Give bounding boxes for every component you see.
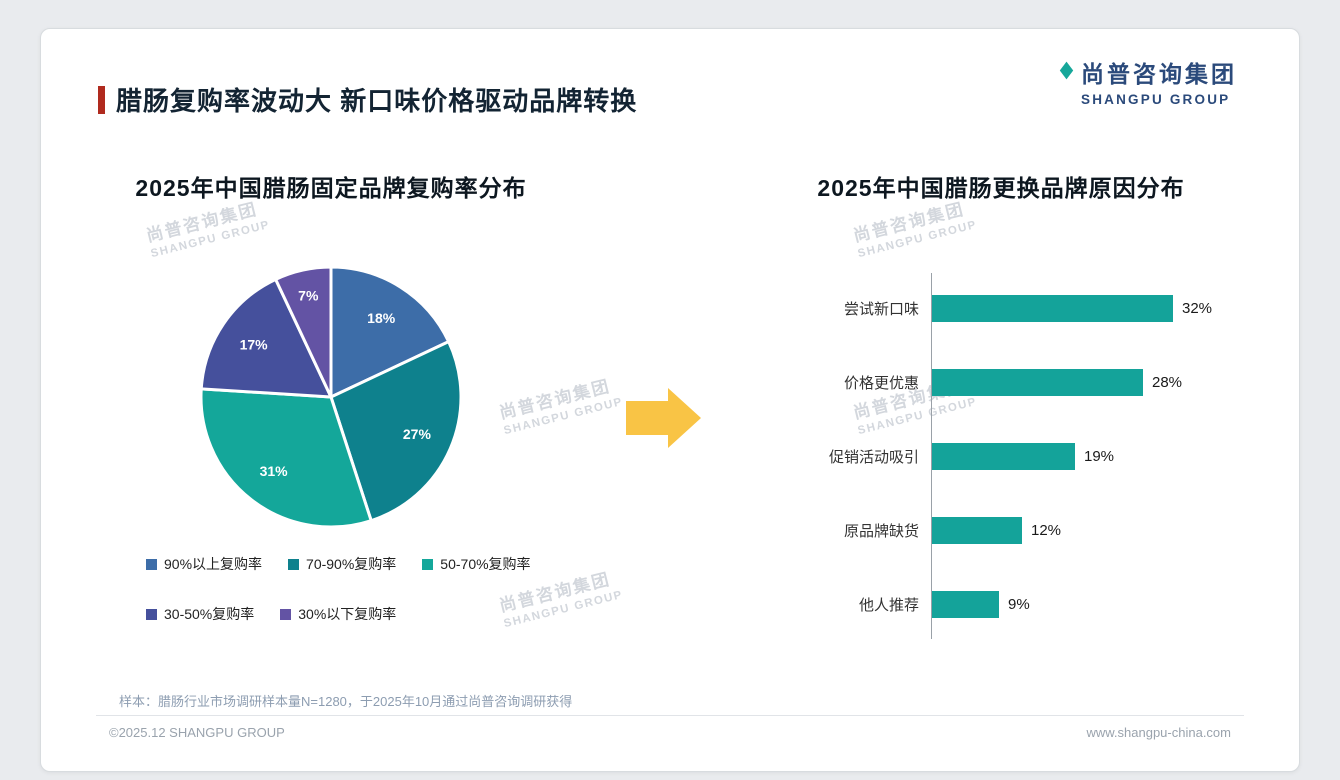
legend-label: 70-90%复购率	[306, 556, 397, 572]
legend-item: 50-70%复购率	[422, 554, 531, 574]
legend-item: 90%以上复购率	[146, 554, 262, 574]
footer: ©2025.12 SHANGPU GROUP www.shangpu-china…	[109, 725, 1231, 740]
bar-category-label: 尝试新口味	[843, 300, 919, 318]
pie-slice-4	[274, 265, 333, 399]
bar	[931, 590, 999, 618]
pie-chart: 18% 27% 31% 17% 7%	[199, 265, 463, 529]
bar-row: 他人推荐 9%	[771, 567, 1231, 641]
legend-label: 50-70%复购率	[440, 556, 531, 572]
legend-swatch	[146, 558, 157, 570]
pie-value-label: 27%	[403, 426, 432, 442]
bar	[931, 442, 1075, 470]
slide-card: 尚普咨询集团 SHANGPU GROUP 尚普咨询集团 SHANGPU GROU…	[40, 28, 1300, 772]
legend-swatch	[280, 608, 292, 620]
legend-item: 70-90%复购率	[288, 554, 396, 574]
legend-item: 30-50%复购率	[146, 604, 254, 624]
bar-category-label: 价格更优惠	[843, 374, 919, 392]
bar-axis-line	[931, 273, 932, 639]
title-accent-bar	[98, 85, 105, 114]
legend-label: 90%以上复购率	[164, 556, 263, 572]
bar-value-label: 28%	[1152, 373, 1183, 391]
bar-value-label: 32%	[1182, 299, 1213, 317]
bar-value-label: 9%	[1008, 595, 1030, 613]
copyright: ©2025.12 SHANGPU GROUP	[109, 725, 285, 740]
pie-value-label: 7%	[298, 288, 319, 304]
header: 腊肠复购率波动大 新口味价格驱动品牌转换	[98, 81, 637, 118]
bar-rows: 尝试新口味 32% 价格更优惠 28% 促销活动吸引 19% 原品牌缺货 12% 他人推荐 9%	[771, 271, 1231, 641]
legend-swatch	[288, 558, 300, 570]
bar	[931, 294, 1173, 322]
bar-row: 促销活动吸引 19%	[771, 419, 1231, 493]
legend-swatch	[422, 558, 434, 570]
bar-value-label: 12%	[1031, 521, 1062, 539]
pie-slice-2	[199, 387, 373, 529]
legend-item: 30%以下复购率	[280, 604, 396, 624]
pie-legend: 90%以上复购率 70-90%复购率 50-70%复购率 30-50%复购率 30%以下…	[146, 555, 566, 623]
bar-chart-title: 2025年中国腊肠更换品牌原因分布	[817, 175, 1185, 201]
page-title: 腊肠复购率波动大 新口味价格驱动品牌转换	[116, 86, 638, 116]
bar	[931, 368, 1143, 396]
bar-track: 32%	[931, 294, 1231, 322]
bar-track: 28%	[931, 368, 1231, 396]
pie-chart-title: 2025年中国腊肠固定品牌复购率分布	[135, 175, 527, 201]
sample-note: 样本：腊肠行业市场调研样本量N=1280，于2025年10月通过尚普咨询调研获得	[119, 694, 573, 709]
bar-row: 价格更优惠 28%	[771, 345, 1231, 419]
pie-value-label: 31%	[260, 463, 289, 479]
company-logo: 尚普咨询集团 SHANGPU GROUP	[1059, 55, 1237, 107]
legend-label: 30%以下复购率	[298, 606, 397, 622]
bar-category-label: 他人推荐	[858, 596, 919, 614]
logo-icon	[1059, 61, 1074, 79]
bar-row: 原品牌缺货 12%	[771, 493, 1231, 567]
pie-slice-0	[329, 265, 451, 399]
pie-value-label: 17%	[240, 336, 269, 352]
transition-arrow-icon	[626, 388, 701, 448]
bar	[931, 516, 1022, 544]
bar-track: 19%	[931, 442, 1231, 470]
logo-text-cn: 尚普咨询集团	[1081, 61, 1237, 87]
legend-label: 30-50%复购率	[164, 606, 255, 622]
arrow-shape	[626, 388, 701, 448]
bar-track: 9%	[931, 590, 1231, 618]
logo-text-en: SHANGPU GROUP	[1081, 92, 1231, 107]
bar-category-label: 原品牌缺货	[843, 522, 919, 540]
bar-row: 尝试新口味 32%	[771, 271, 1231, 345]
bar-track: 12%	[931, 516, 1231, 544]
legend-row: 30-50%复购率 30%以下复购率	[146, 605, 566, 623]
legend-row: 90%以上复购率 70-90%复购率 50-70%复购率	[146, 555, 566, 573]
bar-category-label: 促销活动吸引	[828, 448, 919, 466]
legend-swatch	[146, 608, 157, 620]
pie-value-label: 18%	[367, 310, 396, 326]
bar-value-label: 19%	[1084, 447, 1115, 465]
pie-chart-section: 2025年中国腊肠固定品牌复购率分布 18% 27% 31% 17% 7% 90%以上复…	[96, 169, 566, 655]
footer-divider	[96, 715, 1244, 716]
pie-slice-3	[199, 277, 333, 399]
pie-slice-1	[329, 340, 463, 523]
bar-plot: 尝试新口味 32% 价格更优惠 28% 促销活动吸引 19% 原品牌缺货 12% 他人推荐 9%	[771, 271, 1231, 641]
bar-chart-section: 2025年中国腊肠更换品牌原因分布 尝试新口味 32% 价格更优惠 28% 促销活动吸引…	[771, 169, 1231, 641]
website-link[interactable]: www.shangpu-china.com	[1086, 725, 1231, 740]
